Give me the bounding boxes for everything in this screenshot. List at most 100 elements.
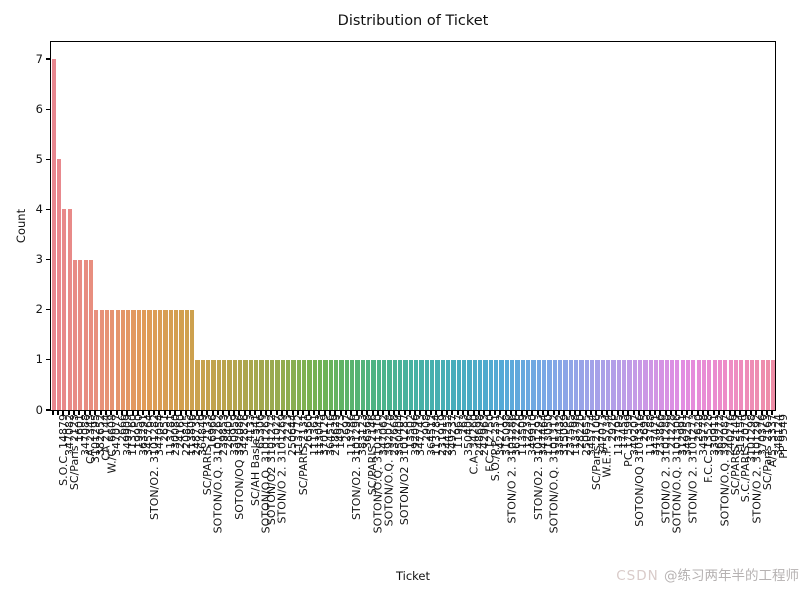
x-tick	[366, 410, 369, 415]
bar	[291, 359, 296, 410]
x-tick	[611, 410, 614, 415]
x-tick	[254, 410, 257, 415]
x-tick	[718, 410, 721, 415]
bar	[749, 359, 755, 410]
bar	[280, 359, 285, 410]
bar	[414, 359, 419, 410]
x-tick	[430, 410, 433, 415]
x-tick	[355, 410, 358, 415]
x-tick	[552, 410, 555, 415]
x-tick	[216, 410, 219, 415]
x-tick	[488, 410, 491, 415]
bar	[430, 359, 435, 410]
bar	[206, 359, 211, 410]
y-tick-label: 0	[35, 402, 43, 417]
y-tick-label: 1	[35, 352, 43, 367]
x-tick	[526, 410, 529, 415]
bar	[312, 359, 317, 410]
x-tick	[467, 410, 470, 415]
x-tick	[200, 410, 203, 415]
bar	[254, 359, 259, 410]
bar	[605, 359, 611, 410]
x-tick	[190, 410, 193, 415]
x-tick	[472, 410, 475, 415]
bar	[712, 359, 717, 410]
x-tick	[296, 410, 299, 415]
x-tick	[344, 410, 347, 415]
x-tick	[115, 410, 118, 415]
x-tick	[670, 410, 673, 415]
bar	[131, 309, 136, 410]
x-tick	[158, 410, 161, 415]
x-tick	[280, 410, 283, 415]
bar	[328, 359, 333, 410]
y-tick-label: 4	[35, 201, 43, 216]
bar	[190, 309, 195, 410]
bar	[600, 359, 605, 410]
y-tick	[46, 309, 50, 311]
x-tick-label: PP 9549	[776, 414, 790, 459]
x-tick	[547, 410, 550, 415]
x-tick	[654, 410, 657, 415]
bar	[99, 309, 104, 410]
bar	[387, 359, 392, 410]
bar	[483, 359, 488, 410]
bar	[403, 359, 408, 410]
bar	[227, 359, 232, 410]
bar	[286, 359, 291, 410]
x-tick	[462, 410, 465, 415]
x-tick	[184, 410, 187, 415]
bar	[344, 359, 349, 410]
bar	[435, 359, 440, 410]
bar	[611, 359, 616, 410]
x-tick	[195, 410, 198, 415]
y-tick	[46, 158, 50, 160]
bar	[653, 359, 659, 410]
bar	[643, 359, 648, 410]
bar	[664, 359, 669, 410]
bar	[509, 359, 515, 410]
watermark: CSDN @练习两年半的工程师	[616, 564, 799, 584]
x-tick	[78, 410, 81, 415]
bar	[531, 359, 536, 410]
x-tick	[483, 410, 486, 415]
bar	[222, 359, 227, 410]
bar	[211, 359, 216, 410]
bar	[472, 359, 477, 410]
bar	[147, 309, 152, 410]
bar	[168, 309, 174, 410]
bar	[302, 359, 307, 410]
bar	[627, 359, 632, 410]
x-tick	[478, 410, 481, 415]
x-tick	[56, 410, 59, 415]
bar	[104, 309, 110, 410]
x-tick	[440, 410, 443, 415]
bar	[376, 359, 381, 410]
bar	[371, 359, 376, 410]
x-tick	[734, 410, 737, 415]
x-tick	[755, 410, 758, 415]
bar	[515, 359, 520, 410]
bar	[504, 359, 509, 410]
y-tick-label: 3	[35, 252, 43, 267]
bar	[733, 359, 739, 410]
y-tick-label: 2	[35, 302, 43, 317]
bar	[334, 359, 339, 410]
bar	[195, 359, 200, 410]
x-tick	[739, 410, 742, 415]
y-tick	[46, 58, 50, 60]
bar	[525, 359, 531, 410]
x-tick	[142, 410, 145, 415]
x-tick	[275, 410, 278, 415]
x-tick	[675, 410, 678, 415]
bar	[126, 309, 131, 410]
bar	[62, 209, 67, 410]
x-tick	[360, 410, 363, 415]
bar	[717, 359, 723, 410]
x-tick	[403, 410, 406, 415]
x-axis-label: Ticket	[395, 569, 431, 583]
x-tick	[270, 410, 273, 415]
chart-title: Distribution of Ticket	[337, 13, 489, 29]
x-tick	[435, 410, 438, 415]
bar	[174, 309, 179, 410]
